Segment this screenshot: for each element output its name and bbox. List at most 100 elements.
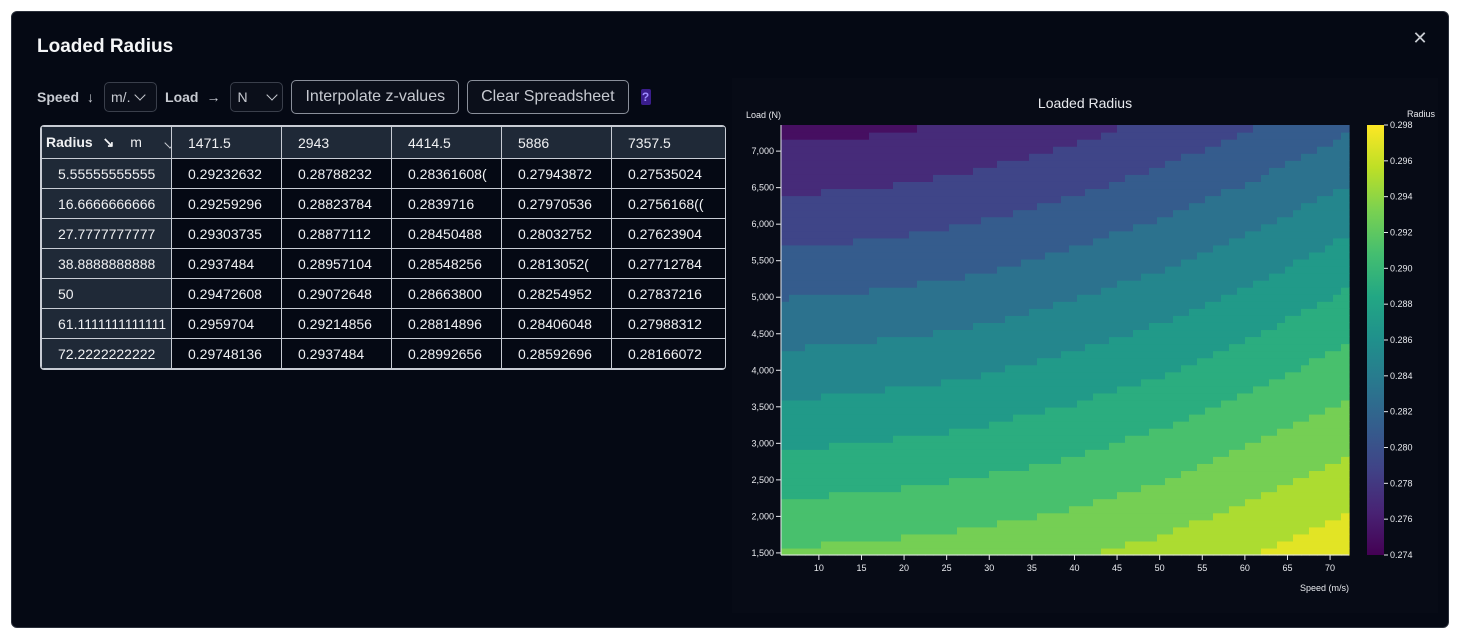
contour-cell — [1269, 273, 1278, 281]
table-cell[interactable]: 0.28814896 — [391, 308, 502, 339]
table-cell[interactable]: 0.28450488 — [391, 218, 502, 249]
interpolate-button[interactable]: Interpolate z-values — [291, 80, 460, 114]
table-cell[interactable]: 0.28788232 — [281, 158, 392, 189]
contour-cell — [1293, 153, 1302, 161]
table-cell[interactable]: 0.28032752 — [501, 218, 612, 249]
table-cell[interactable]: 0.2813052( — [501, 248, 612, 279]
row-header[interactable]: 5.55555555555 — [41, 158, 172, 189]
table-cell[interactable]: 0.28406048 — [501, 308, 612, 339]
contour-cell — [1053, 258, 1062, 267]
table-cell[interactable]: 0.27970536 — [501, 188, 612, 219]
contour-cell — [1221, 265, 1230, 274]
contour-cell — [941, 308, 950, 316]
contour-cell — [821, 322, 830, 331]
table-cell[interactable]: 0.28548256 — [391, 248, 502, 279]
contour-cell — [1157, 385, 1166, 394]
contour-cell — [877, 343, 886, 352]
x-tick-label: 45 — [1112, 563, 1122, 573]
contour-cell — [1165, 456, 1174, 464]
table-cell[interactable]: 0.27712784 — [611, 248, 725, 279]
contour-cell — [925, 280, 934, 288]
column-header[interactable]: 1471.5 — [171, 126, 282, 159]
help-icon[interactable]: ? — [640, 89, 651, 105]
table-cell[interactable]: 0.28166072 — [611, 338, 725, 369]
table-cell[interactable]: 0.28957104 — [281, 248, 392, 279]
contour-cell — [1205, 442, 1214, 450]
table-cell[interactable]: 0.2937484 — [281, 338, 392, 369]
table-cell[interactable]: 0.28361608( — [391, 158, 502, 189]
contour-cell — [917, 174, 926, 182]
contour-cell — [1093, 244, 1102, 253]
table-cell[interactable]: 0.28877112 — [281, 218, 392, 249]
table-cell[interactable]: 0.2937484 — [171, 248, 282, 279]
contour-cell — [1157, 251, 1166, 260]
contour-cell — [941, 406, 950, 415]
row-header[interactable]: 38.8888888888 — [41, 248, 172, 279]
contour-cell — [1221, 301, 1230, 309]
table-cell[interactable]: 0.28823784 — [281, 188, 392, 219]
contour-cell — [869, 519, 878, 528]
load-unit-select[interactable]: N — [230, 82, 284, 112]
contour-cell — [901, 364, 910, 373]
table-cell[interactable]: 0.2756168(( — [611, 188, 725, 219]
row-header[interactable]: 72.2222222222 — [41, 338, 172, 369]
column-header[interactable]: 5886 — [501, 126, 612, 159]
row-header[interactable]: 27.7777777777 — [41, 218, 172, 249]
table-cell[interactable]: 0.28663800 — [391, 278, 502, 309]
contour-cell — [1237, 414, 1246, 422]
column-header[interactable]: 7357.5 — [611, 126, 725, 159]
table-cell[interactable]: 0.27535024 — [611, 158, 725, 189]
contour-cell — [797, 153, 806, 161]
close-icon[interactable]: ✕ — [1412, 28, 1428, 48]
contour-cell — [989, 251, 998, 260]
row-header[interactable]: 16.6666666666 — [41, 188, 172, 219]
row-header[interactable]: 50 — [41, 278, 172, 309]
table-cell[interactable]: 0.29748136 — [171, 338, 282, 369]
contour-cell — [1221, 477, 1230, 486]
contour-cell — [997, 498, 1006, 507]
table-cell[interactable]: 0.27837216 — [611, 278, 725, 309]
contour-cell — [1285, 491, 1294, 500]
contour-cell — [941, 498, 950, 507]
contour-cell — [885, 357, 894, 366]
table-cell[interactable]: 0.29472608 — [171, 278, 282, 309]
column-header[interactable]: 2943 — [281, 126, 392, 159]
table-cell[interactable]: 0.28992656 — [391, 338, 502, 369]
table-cell[interactable]: 0.29259296 — [171, 188, 282, 219]
table-cell[interactable]: 0.28254952 — [501, 278, 612, 309]
corner-cell[interactable]: Radius ↘ m — [41, 126, 172, 159]
table-cell[interactable]: 0.27988312 — [611, 308, 725, 339]
contour-cell — [1149, 237, 1158, 246]
contour-cell — [1189, 484, 1198, 493]
contour-cell — [1269, 322, 1278, 331]
table-cell[interactable]: 0.28592696 — [501, 338, 612, 369]
contour-cell — [933, 371, 942, 380]
table-cell[interactable]: 0.2959704 — [171, 308, 282, 339]
contour-cell — [933, 125, 942, 133]
table-cell[interactable]: 0.29214856 — [281, 308, 392, 339]
table-cell[interactable]: 0.29072648 — [281, 278, 392, 309]
clear-spreadsheet-button[interactable]: Clear Spreadsheet — [467, 80, 629, 114]
contour-cell — [981, 463, 990, 472]
table-cell[interactable]: 0.2839716 — [391, 188, 502, 219]
table-cell[interactable]: 0.29303735 — [171, 218, 282, 249]
contour-cell — [1317, 153, 1326, 161]
contour-cell — [861, 153, 870, 161]
contour-cell — [917, 421, 926, 429]
table-cell[interactable]: 0.27623904 — [611, 218, 725, 249]
contour-cell — [805, 125, 814, 133]
contour-cell — [957, 371, 966, 380]
contour-cell — [1141, 470, 1150, 479]
row-header[interactable]: 61.1111111111111 — [41, 308, 172, 339]
speed-unit-select[interactable]: m/. — [104, 82, 158, 112]
contour-cell — [909, 533, 918, 542]
table-cell[interactable]: 0.27943872 — [501, 158, 612, 189]
contour-cell — [869, 399, 878, 408]
contour-cell — [1309, 336, 1318, 345]
contour-cell — [1029, 449, 1038, 457]
column-header[interactable]: 4414.5 — [391, 126, 502, 159]
contour-cell — [861, 357, 870, 366]
contour-cell — [1269, 378, 1278, 387]
contour-cell — [1285, 378, 1294, 387]
table-cell[interactable]: 0.29232632 — [171, 158, 282, 189]
